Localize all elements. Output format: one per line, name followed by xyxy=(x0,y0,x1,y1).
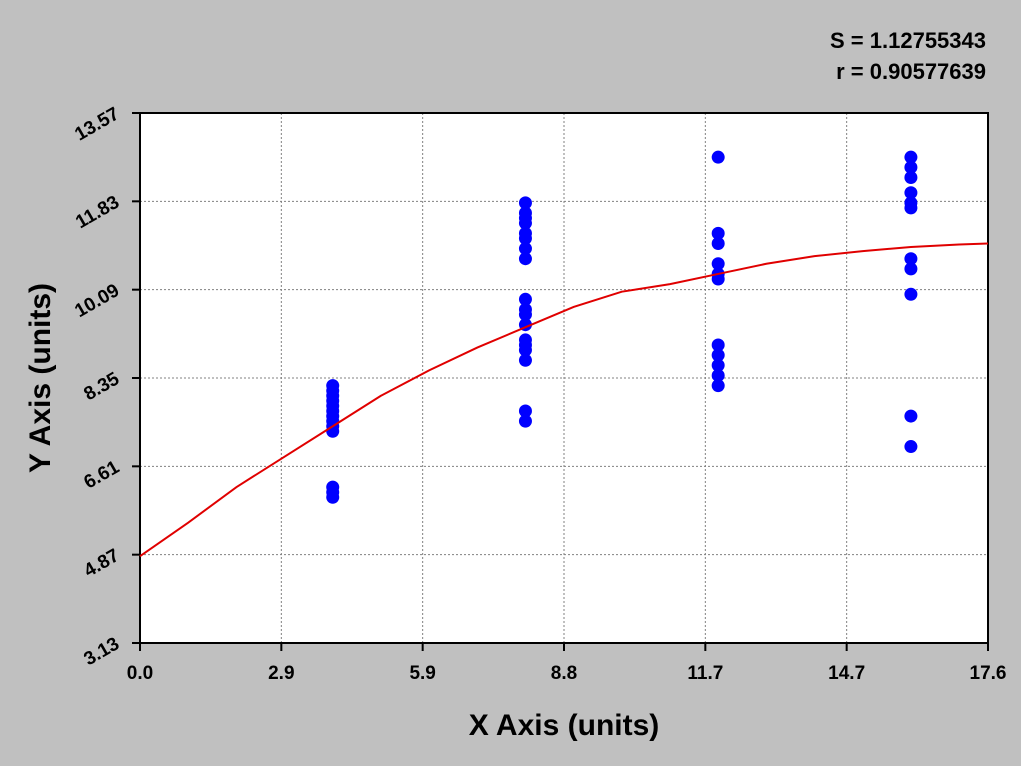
data-point xyxy=(711,348,725,362)
data-point xyxy=(518,196,532,210)
data-point xyxy=(904,201,918,215)
x-tick-label: 5.9 xyxy=(409,663,435,684)
data-point xyxy=(326,490,340,504)
data-point xyxy=(904,150,918,164)
data-point xyxy=(904,440,918,454)
data-point xyxy=(711,236,725,250)
data-point xyxy=(711,272,725,286)
x-tick-label: 0.0 xyxy=(127,663,153,684)
x-tick-label: 8.8 xyxy=(551,663,577,684)
x-axis-label: X Axis (units) xyxy=(469,709,660,742)
data-point xyxy=(518,404,532,418)
data-point xyxy=(711,379,725,393)
data-point xyxy=(518,231,532,245)
data-point xyxy=(518,353,532,367)
x-tick-label: 2.9 xyxy=(268,663,294,684)
plot-border xyxy=(139,112,989,644)
y-axis-label: Y Axis (units) xyxy=(24,283,57,473)
annotation: S = 1.12755343 xyxy=(830,28,986,53)
data-point xyxy=(711,358,725,372)
x-tick-label: 17.6 xyxy=(970,663,1007,684)
data-point xyxy=(518,216,532,230)
data-point xyxy=(711,368,725,382)
data-point xyxy=(904,186,918,200)
data-point xyxy=(711,257,725,271)
x-tick-label: 14.7 xyxy=(828,663,865,684)
data-point xyxy=(904,287,918,301)
data-point xyxy=(518,252,532,266)
data-point xyxy=(904,262,918,276)
data-point xyxy=(518,292,532,306)
data-point xyxy=(518,414,532,428)
data-point xyxy=(904,252,918,266)
data-point xyxy=(711,226,725,240)
data-point xyxy=(518,242,532,256)
annotation: r = 0.90577639 xyxy=(836,59,986,84)
x-tick-label: 11.7 xyxy=(687,663,723,684)
data-point xyxy=(904,170,918,184)
data-point xyxy=(518,343,532,357)
fit-line xyxy=(139,242,989,558)
data-point xyxy=(711,338,725,352)
data-point xyxy=(518,308,532,322)
data-point xyxy=(711,150,725,164)
data-point xyxy=(904,160,918,174)
data-point xyxy=(904,409,918,423)
